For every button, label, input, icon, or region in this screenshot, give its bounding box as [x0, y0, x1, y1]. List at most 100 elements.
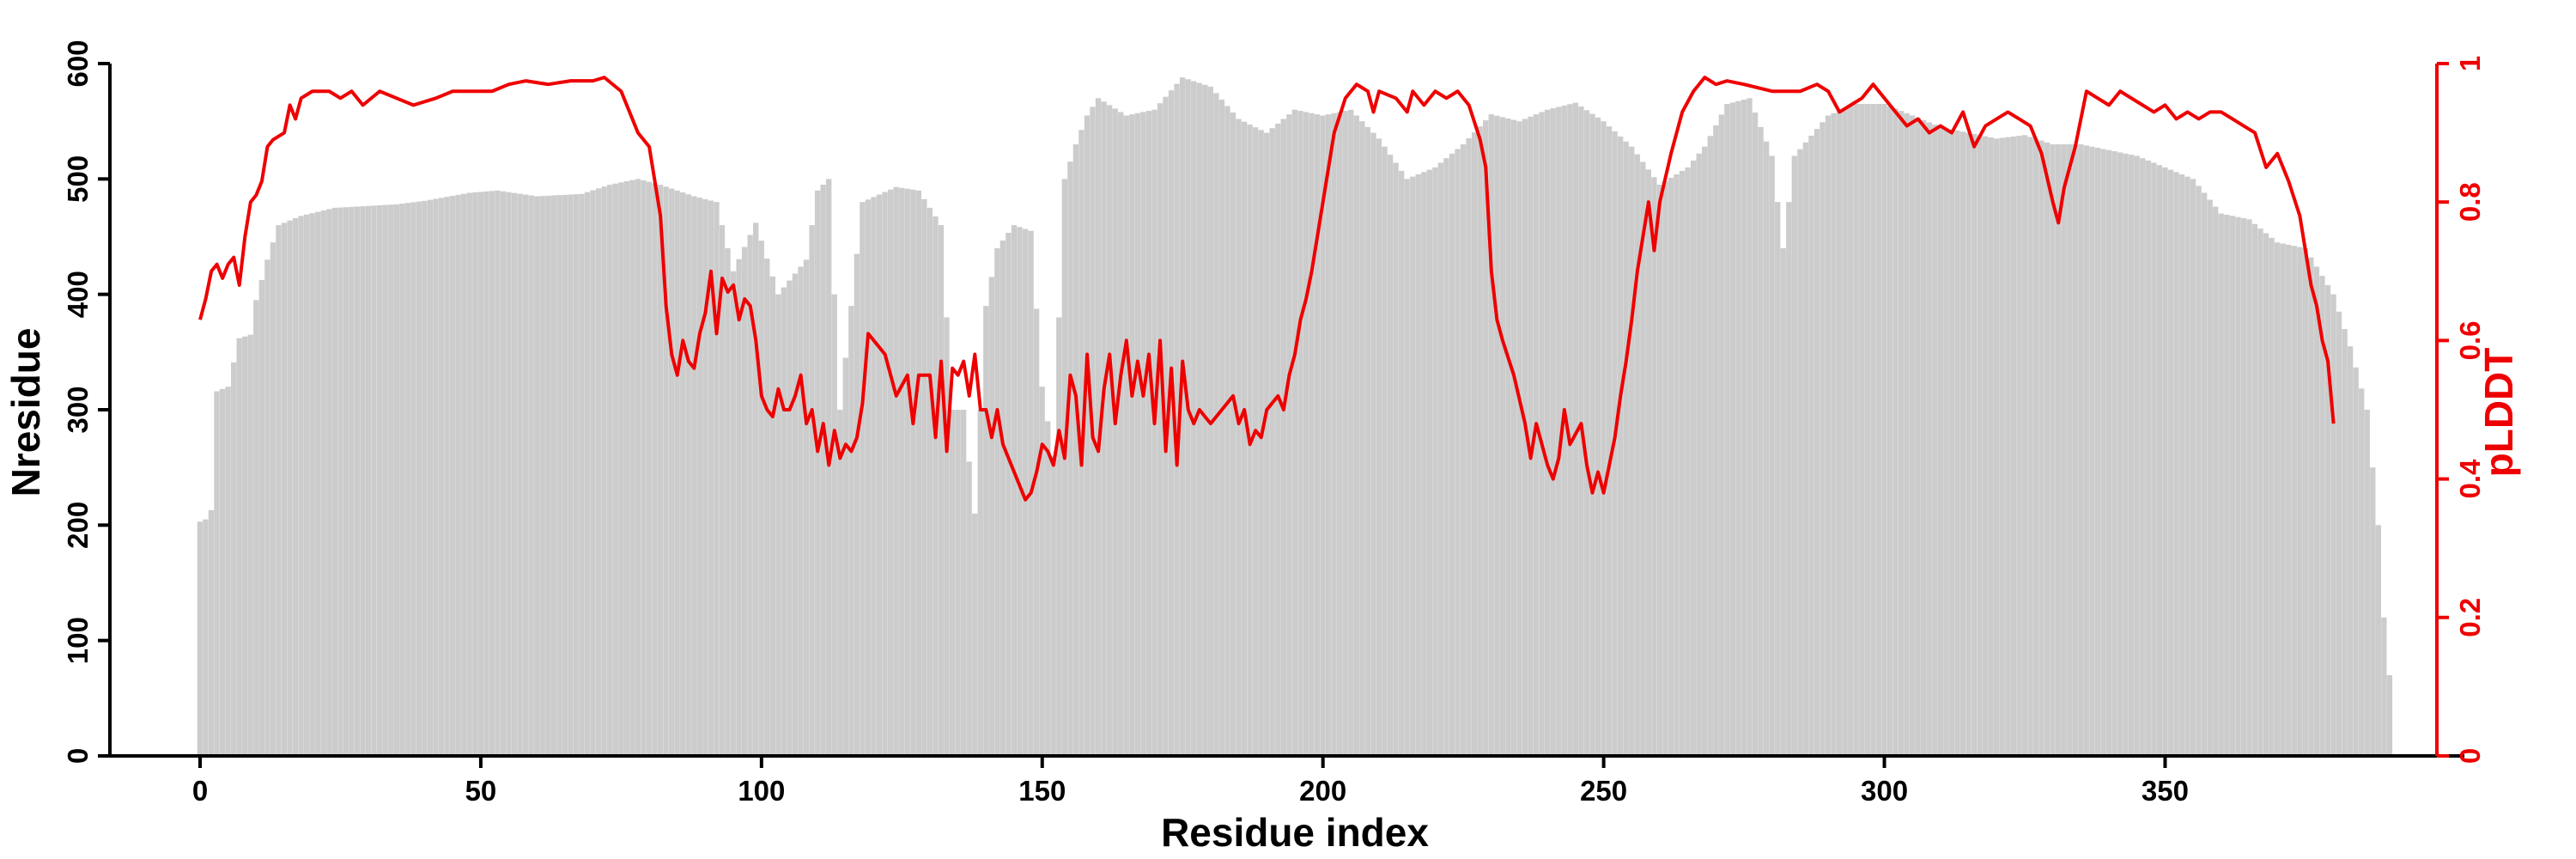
bar	[741, 247, 748, 757]
bar	[1948, 129, 1955, 756]
bar	[281, 222, 288, 756]
y2-tick-label: 0	[2454, 748, 2486, 764]
y-tick-label: 200	[62, 502, 94, 549]
bar	[696, 198, 702, 756]
bar	[550, 195, 556, 757]
y2-tick-label: 0.2	[2454, 598, 2486, 637]
bar	[320, 210, 326, 757]
bar	[1140, 112, 1146, 757]
bar	[214, 391, 220, 756]
bar	[208, 509, 215, 756]
bar	[410, 202, 416, 757]
bar	[848, 306, 854, 757]
bar	[2308, 257, 2314, 756]
bar	[2050, 144, 2056, 756]
bar	[1836, 111, 1843, 756]
bar	[1387, 155, 1394, 756]
bar	[719, 225, 726, 756]
bar	[949, 410, 956, 756]
bar	[2347, 346, 2354, 756]
bar	[495, 190, 501, 756]
bar	[792, 273, 799, 756]
bar	[1685, 167, 1691, 756]
bar	[438, 198, 445, 756]
bar	[1455, 149, 1461, 756]
x-axis-title: Residue index	[1161, 810, 1429, 855]
x-tick-label: 100	[738, 775, 785, 807]
y-axis-ticks: 0 100 200 300 400 500 600	[62, 40, 110, 764]
bar	[2218, 213, 2224, 756]
bar	[1218, 99, 1225, 756]
bar	[1808, 135, 1814, 756]
bar	[1679, 170, 1686, 756]
bar	[1926, 122, 1932, 756]
bar	[646, 181, 653, 756]
bar	[584, 192, 591, 756]
bar	[2111, 151, 2117, 757]
bar	[2123, 153, 2129, 756]
bar	[595, 188, 602, 757]
bar	[1881, 104, 1887, 756]
bar	[1747, 98, 1753, 757]
bar	[2140, 158, 2146, 756]
bar	[674, 190, 680, 756]
bar	[1864, 104, 1870, 756]
bar	[1359, 121, 1365, 757]
bar	[1320, 115, 1326, 756]
bar	[2375, 525, 2381, 756]
bar	[831, 294, 837, 756]
bar	[2128, 155, 2135, 756]
bar	[2005, 137, 2011, 756]
bar	[292, 218, 299, 756]
bar	[225, 387, 231, 756]
bar	[579, 193, 585, 757]
bar	[1775, 202, 1781, 756]
bar	[725, 247, 731, 756]
bar	[1488, 114, 1494, 757]
bar	[871, 197, 877, 756]
bar	[1191, 81, 1197, 757]
bar	[1286, 114, 1292, 757]
bar	[1702, 146, 1708, 757]
bar	[1342, 111, 1348, 756]
bar	[787, 280, 793, 756]
bar	[1174, 83, 1180, 756]
bar	[1297, 111, 1303, 756]
bar	[230, 362, 237, 756]
y2-tick-label: 0.6	[2454, 320, 2486, 360]
bar	[1258, 130, 1264, 756]
bar	[298, 216, 304, 756]
bar	[1410, 176, 1416, 756]
x-tick-label: 350	[2142, 775, 2189, 807]
bar	[758, 241, 764, 756]
bar	[1275, 123, 1281, 757]
bar	[1601, 121, 1607, 757]
bar	[2342, 328, 2348, 756]
bar	[2291, 246, 2297, 756]
bar	[1707, 136, 1713, 757]
bar	[1224, 106, 1230, 757]
bar	[983, 306, 989, 757]
bar	[1690, 160, 1697, 757]
bar	[691, 196, 697, 757]
bar	[1802, 142, 1809, 757]
bar	[253, 300, 259, 756]
bar	[769, 276, 775, 757]
bar	[1718, 114, 1724, 756]
bar	[1252, 127, 1259, 756]
bar	[820, 185, 826, 757]
bar	[1432, 167, 1438, 756]
bar	[1954, 130, 1960, 756]
bar	[349, 206, 355, 756]
bar	[1971, 133, 1978, 756]
bar	[1443, 158, 1449, 756]
bar	[1499, 117, 1505, 756]
bar	[1129, 114, 1135, 757]
bar	[2190, 179, 2196, 756]
bar	[999, 240, 1006, 757]
bar	[2027, 137, 2033, 756]
bar	[2207, 199, 2213, 756]
y2-axis-title: pLDDT	[2476, 348, 2521, 478]
bar	[641, 180, 647, 756]
